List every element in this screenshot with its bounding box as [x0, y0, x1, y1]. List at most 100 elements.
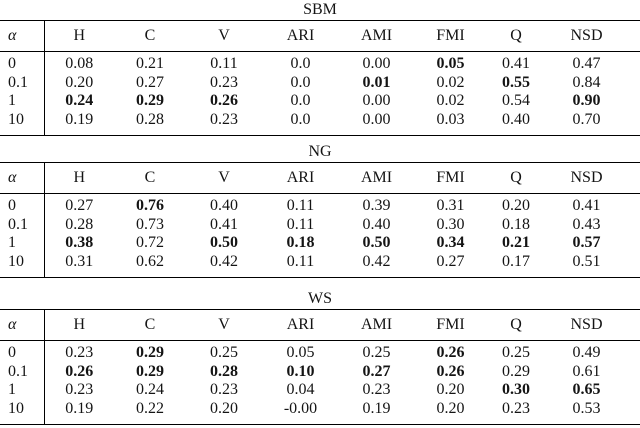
table-cell: 0.25 [502, 344, 530, 361]
table-cell: 0.27 [362, 362, 391, 380]
table-cell: 0.0 [290, 55, 311, 72]
table-cell: 0.05 [436, 55, 465, 72]
table-cell: 0.00 [362, 55, 391, 72]
alpha-value: 0 [0, 51, 45, 74]
table-cell: 0.43 [572, 215, 601, 233]
table-cell: 0.50 [362, 234, 391, 251]
table-cell: 0.29 [136, 92, 164, 109]
table-cell: 0.18 [502, 215, 530, 233]
table-title: SBM [303, 1, 337, 18]
table-cell: 0.28 [210, 362, 238, 380]
table-cell: 0.04 [286, 381, 315, 398]
table-cell: 0.23 [210, 110, 238, 128]
table-row: 10 0.19 0.28 0.23 0.0 0.00 0.03 0.40 0.70 [0, 110, 640, 136]
table-cell: 0.65 [572, 381, 601, 398]
table-cell: 0.23 [65, 381, 94, 398]
column-header-fmi: FMI [414, 309, 487, 341]
table-cell: 0.02 [436, 73, 465, 91]
column-header-ari: ARI [262, 309, 339, 341]
table-row: 0.1 0.28 0.73 0.41 0.11 0.40 0.30 0.18 0.43 [0, 215, 640, 234]
table-cell: 0.29 [136, 362, 164, 380]
table-cell: 0.31 [65, 252, 94, 270]
table-cell: 0.27 [136, 73, 164, 91]
alpha-value: 1 [0, 234, 45, 253]
column-header-ari: ARI [262, 20, 339, 52]
table-row: 10 0.19 0.22 0.20 -0.00 0.19 0.20 0.23 0.53 [0, 399, 640, 425]
alpha-value: 1 [0, 92, 45, 111]
table-section-ng: NG α H C V ARI AMI FMI Q NSD 0 0.27 0.76 0.40 0.11 0.… [0, 142, 640, 278]
table-cell: 0.30 [502, 381, 530, 398]
table-cell: 0.38 [65, 234, 94, 251]
table-cell: 0.42 [362, 252, 391, 270]
table-section-sbm: SBM α H C V ARI AMI FMI Q NSD 0 0.08 0.21 0.11 0.0 0.… [0, 0, 640, 136]
column-header-ami: AMI [339, 20, 414, 52]
table-cell: 0.22 [136, 399, 164, 417]
table-cell: 0.00 [362, 110, 391, 128]
table-cell: 0.0 [290, 73, 311, 91]
alpha-value: 0.1 [0, 362, 45, 381]
column-header-q: Q [487, 162, 555, 194]
table-cell: 0.11 [286, 252, 315, 270]
table-cell: 0.29 [502, 362, 530, 380]
alpha-value: 0.1 [0, 215, 45, 234]
table-cell: 0.17 [502, 252, 530, 270]
alpha-value: 0 [0, 193, 45, 216]
table-cell: 0.27 [436, 252, 465, 270]
table-cell: 0.41 [210, 215, 238, 233]
results-table-ng: α H C V ARI AMI FMI Q NSD 0 0.27 0.76 0.40 0.11 0.39 0… [0, 162, 640, 278]
table-cell: 0.20 [210, 399, 238, 417]
table-row: 0.1 0.26 0.29 0.28 0.10 0.27 0.26 0.29 0.61 [0, 362, 640, 381]
table-cell: 0.72 [136, 234, 164, 251]
table-cell: 0.19 [65, 399, 94, 417]
column-header-c: C [114, 20, 186, 52]
table-cell: 0.0 [290, 110, 311, 128]
table-cell: 0.50 [210, 234, 238, 251]
table-cell: 0.28 [65, 215, 94, 233]
table-row: 1 0.24 0.29 0.26 0.0 0.00 0.02 0.54 0.90 [0, 92, 640, 111]
table-cell: 0.49 [572, 344, 601, 361]
header-row: α H C V ARI AMI FMI Q NSD [0, 20, 640, 52]
table-cell: 0.19 [65, 110, 94, 128]
table-cell: 0.23 [362, 381, 391, 398]
table-cell: -0.00 [283, 399, 318, 417]
table-cell: 0.23 [210, 381, 238, 398]
table-cell: 0.70 [572, 110, 601, 128]
table-cell: 0.25 [362, 344, 391, 361]
table-cell: 0.62 [136, 252, 164, 270]
table-cell: 0.26 [436, 362, 465, 380]
table-cell: 0.26 [65, 362, 94, 380]
column-header-c: C [114, 162, 186, 194]
column-header-q: Q [487, 309, 555, 341]
table-row: 0 0.23 0.29 0.25 0.05 0.25 0.26 0.25 0.49 [0, 340, 640, 363]
table-row: 10 0.31 0.62 0.42 0.11 0.42 0.27 0.17 0.51 [0, 252, 640, 278]
table-cell: 0.61 [572, 362, 601, 380]
table-cell: 0.21 [502, 234, 530, 251]
table-row: 0.1 0.20 0.27 0.23 0.0 0.01 0.02 0.55 0.84 [0, 73, 640, 92]
table-cell: 0.19 [362, 399, 391, 417]
table-cell: 0.76 [136, 197, 164, 214]
column-header-alpha: α [0, 309, 45, 341]
alpha-value: 10 [0, 110, 45, 136]
results-table-sbm: α H C V ARI AMI FMI Q NSD 0 0.08 0.21 0.11 0.0 0.00 0.… [0, 20, 640, 136]
alpha-value: 10 [0, 252, 45, 278]
table-cell: 0.24 [65, 92, 94, 109]
column-header-fmi: FMI [414, 162, 487, 194]
column-header-fmi: FMI [414, 20, 487, 52]
table-cell: 0.20 [436, 381, 465, 398]
table-cell: 0.02 [436, 92, 465, 109]
column-header-c: C [114, 309, 186, 341]
table-cell: 0.40 [362, 215, 391, 233]
table-cell: 0.21 [136, 55, 164, 72]
column-header-ari: ARI [262, 162, 339, 194]
table-cell: 0.11 [210, 55, 238, 72]
table-cell: 0.29 [136, 344, 164, 361]
table-cell: 0.53 [572, 399, 601, 417]
table-title: WS [308, 290, 332, 307]
column-header-v: V [186, 309, 262, 341]
table-cell: 0.08 [65, 55, 94, 72]
table-cell: 0.05 [286, 344, 315, 361]
table-title: NG [308, 143, 332, 160]
table-cell: 0.23 [210, 73, 238, 91]
column-header-ami: AMI [339, 162, 414, 194]
